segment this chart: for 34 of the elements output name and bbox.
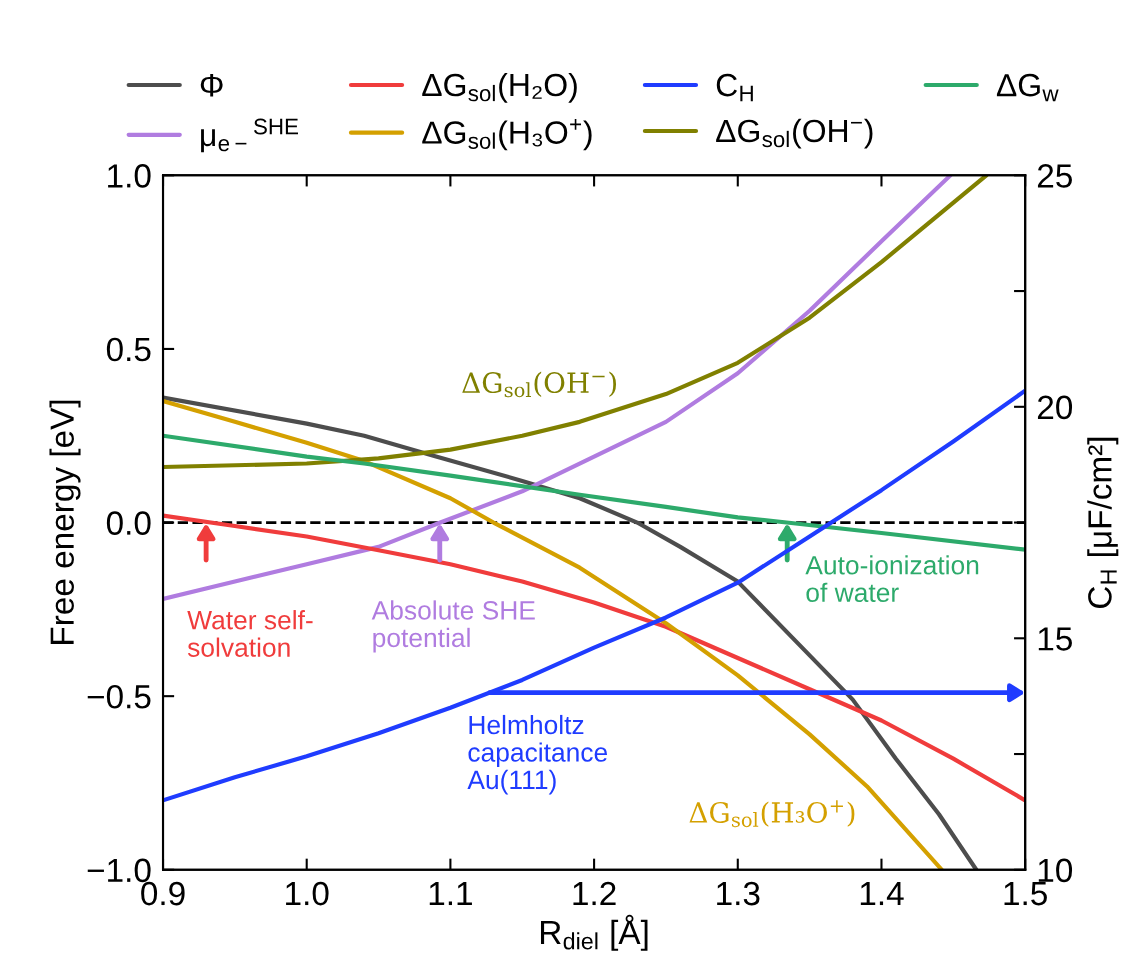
y2-tick-label: 10 bbox=[1038, 858, 1073, 883]
annotation: ΔG$_{sol}$(H₃O$^{+}$) bbox=[689, 800, 855, 828]
x-tick-label: 1.2 bbox=[573, 881, 616, 906]
y2-axis-title: C$_{H}$ [μF/cm²] bbox=[1087, 437, 1119, 609]
y-tick-label: 1.0 bbox=[108, 164, 151, 188]
y-tick-label: 0.5 bbox=[106, 337, 151, 362]
x-axis-title: R$_{diel}$ [Å] bbox=[540, 914, 648, 951]
legend-label: ΔG$_{w}$ bbox=[996, 73, 1059, 102]
legend-label: μ$_{e−}$$^{SHE}$ bbox=[201, 118, 298, 153]
y-tick-label: 0.0 bbox=[106, 511, 151, 535]
x-tick-label: 1.5 bbox=[1004, 882, 1047, 906]
x-tick-label: 1.0 bbox=[286, 881, 329, 906]
y2-tick-label: 25 bbox=[1037, 164, 1072, 188]
y-tick-label: −1.0 bbox=[87, 858, 151, 883]
legend-label: ΔG$_{sol}$(H₂O) bbox=[422, 72, 577, 103]
x-tick-label: 0.9 bbox=[141, 881, 185, 906]
y-tick-label: −0.5 bbox=[87, 684, 151, 709]
y2-tick-label: 20 bbox=[1037, 395, 1073, 420]
legend-label: ΔG$_{sol}$(OH$^{−}$) bbox=[716, 118, 873, 149]
y2-tick-label: 15 bbox=[1038, 627, 1072, 651]
y-axis-title: Free energy [eV] bbox=[49, 400, 81, 644]
x-tick-label: 1.3 bbox=[717, 881, 760, 906]
legend-label: C$_{H}$ bbox=[716, 73, 753, 102]
legend-label: ΔG$_{sol}$(H₃O$^{+}$) bbox=[422, 118, 592, 151]
annotation: Water self- solvation bbox=[187, 610, 313, 657]
annotation: Absolute SHE potential bbox=[371, 600, 535, 653]
line-series bbox=[163, 433, 1026, 552]
x-tick-label: 1.1 bbox=[429, 882, 472, 906]
x-tick-label: 1.4 bbox=[860, 882, 904, 906]
legend-label: Φ bbox=[200, 74, 223, 97]
annotation: Helmholtz capacitance Au(111) bbox=[467, 714, 608, 795]
annotation: ΔG$_{sol}$(OH$^{−}$) bbox=[462, 371, 617, 398]
annotation: Auto-ionization of water bbox=[805, 555, 979, 603]
line-series bbox=[163, 175, 989, 470]
